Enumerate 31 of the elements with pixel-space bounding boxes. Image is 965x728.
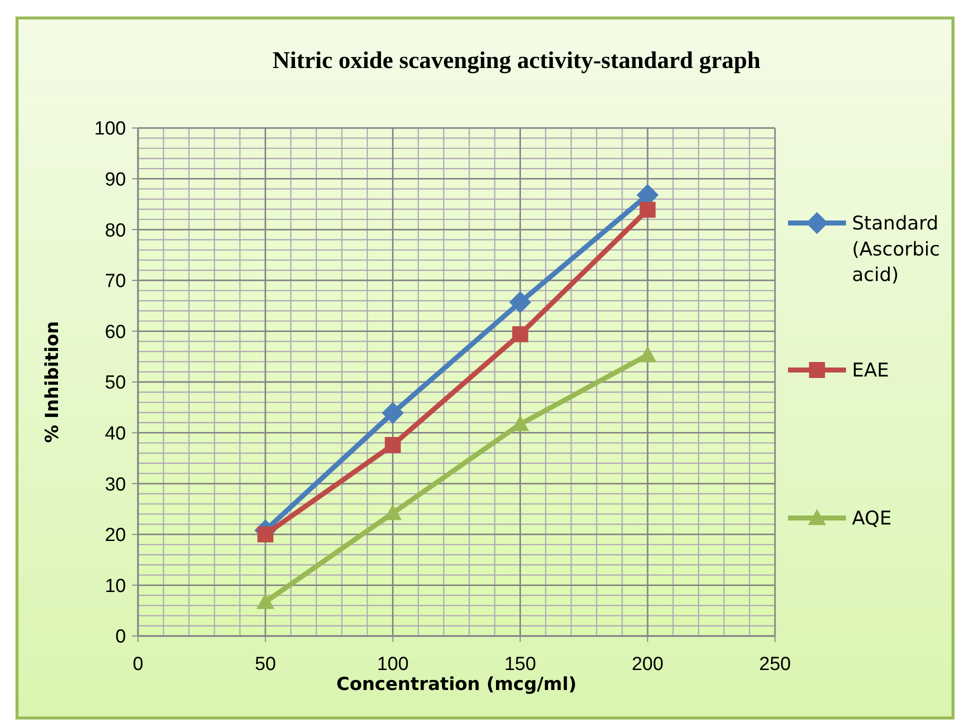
point: [638, 346, 657, 362]
x-tick-label: 100: [376, 654, 409, 675]
legend-label: EAE: [852, 360, 890, 382]
point: [384, 436, 401, 453]
y-tick-label: 20: [104, 525, 126, 546]
point: [382, 402, 404, 424]
y-tick-label: 100: [94, 118, 126, 140]
y-tick-label: 0: [115, 626, 126, 648]
x-tick-label: 250: [759, 654, 791, 675]
x-tick-label: 50: [254, 654, 276, 675]
chart-title: Nitric oxide scavenging activity-standard graph: [272, 48, 760, 74]
x-tick-label: 150: [504, 654, 536, 675]
y-tick-label: 90: [104, 169, 126, 190]
y-tick-label: 70: [104, 271, 126, 292]
y-tick-label: 80: [104, 220, 126, 242]
point: [257, 526, 274, 542]
point: [509, 291, 532, 314]
point: [640, 202, 656, 218]
x-axis-title: Concentration (mcg/ml): [336, 674, 577, 695]
point: [256, 592, 274, 609]
y-tick-label: 30: [104, 474, 126, 496]
legend-label: Standard (Ascorbic acid): [852, 212, 940, 286]
y-tick-label: 50: [104, 372, 126, 394]
y-tick-label: 40: [104, 423, 126, 444]
point: [512, 326, 528, 342]
y-axis-title: % Inhibition: [42, 321, 63, 443]
y-tick-label: 60: [104, 322, 126, 343]
legend-label: AQE: [852, 508, 892, 530]
x-tick-label: 0: [132, 654, 144, 675]
y-tick-label: 10: [104, 576, 126, 597]
x-tick-label: 200: [632, 654, 664, 675]
